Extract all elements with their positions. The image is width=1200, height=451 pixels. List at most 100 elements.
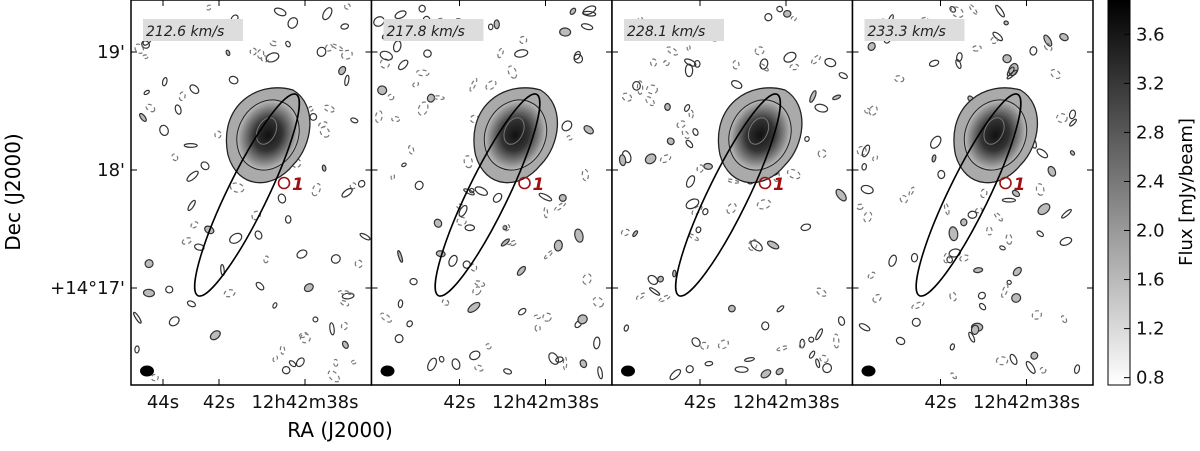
- noise-contour: [867, 42, 876, 51]
- noise-contour: [681, 130, 690, 140]
- noise-contour: [717, 339, 729, 350]
- noise-contour: [387, 93, 395, 101]
- noise-contour: [683, 104, 691, 112]
- noise-contour: [929, 135, 942, 149]
- noise-contour: [509, 240, 517, 247]
- source-label: 1: [773, 175, 785, 195]
- noise-contour: [1031, 310, 1042, 320]
- noise-contour: [1001, 197, 1017, 203]
- noise-contour: [543, 249, 554, 260]
- noise-contour: [473, 280, 486, 287]
- noise-contour: [1025, 360, 1036, 374]
- noise-contour: [815, 287, 827, 297]
- noise-contour: [357, 179, 366, 188]
- noise-contour: [968, 331, 976, 343]
- noise-contour: [409, 277, 418, 286]
- noise-contour: [553, 239, 563, 252]
- noise-contour: [868, 105, 878, 116]
- noise-contour: [322, 7, 333, 21]
- noise-contour: [632, 80, 641, 91]
- x-tick-label: 42s: [684, 392, 716, 413]
- colorbar-tick-label: 2.0: [1136, 221, 1165, 242]
- noise-contour: [554, 202, 566, 212]
- velocity-label: 233.3 km/s: [868, 24, 946, 40]
- noise-contour: [632, 230, 639, 238]
- noise-contour: [474, 186, 489, 196]
- noise-contour: [534, 324, 541, 333]
- y-axis-label: Dec (J2000): [1, 133, 25, 250]
- noise-contour: [380, 312, 392, 323]
- noise-contour: [574, 228, 584, 243]
- noise-contour: [967, 210, 978, 219]
- noise-contour: [776, 345, 789, 352]
- noise-contour: [647, 274, 659, 286]
- noise-contour: [580, 23, 594, 31]
- emission-peak: [747, 117, 770, 145]
- noise-contour: [377, 85, 388, 96]
- noise-contour: [338, 65, 347, 76]
- noise-contour: [864, 107, 871, 114]
- aperture-ellipse: [434, 93, 541, 297]
- x-tick-label: 42s: [443, 392, 475, 413]
- noise-contour: [648, 287, 661, 296]
- noise-contour: [350, 117, 359, 124]
- noise-contour: [390, 173, 396, 180]
- noise-contour: [1059, 236, 1073, 246]
- noise-contour: [516, 265, 527, 276]
- noise-contour: [569, 7, 577, 16]
- noise-contour: [809, 90, 817, 103]
- noise-contour: [726, 202, 737, 215]
- noise-contour: [621, 92, 633, 102]
- colorbar-tick-label: 3.6: [1136, 24, 1165, 45]
- noise-contour: [776, 305, 785, 313]
- noise-contour: [664, 102, 671, 111]
- noise-contour: [562, 356, 568, 371]
- noise-contour: [469, 350, 481, 361]
- noise-contour: [458, 204, 468, 217]
- panel: 1 233.3 km/s 42s 12h42m38s: [851, 0, 1094, 413]
- noise-contour: [285, 40, 291, 48]
- noise-contour: [593, 336, 601, 350]
- noise-contour: [408, 145, 415, 155]
- noise-contour: [1002, 54, 1012, 64]
- noise-contour: [754, 46, 765, 56]
- noise-contour: [214, 130, 222, 139]
- noise-contour: [291, 158, 302, 168]
- noise-contour: [284, 215, 292, 224]
- velocity-label: 212.6 km/s: [146, 24, 224, 40]
- noise-contour: [174, 104, 182, 115]
- noise-contour: [635, 292, 646, 300]
- noise-contour: [272, 302, 278, 309]
- noise-contour: [817, 149, 827, 159]
- noise-contour: [583, 125, 594, 135]
- noise-contour: [986, 226, 993, 236]
- noise-contour: [650, 58, 657, 68]
- y-tick-label: +14°17': [50, 278, 125, 299]
- velocity-label-bg: [383, 19, 484, 41]
- noise-contour: [507, 65, 518, 79]
- colorbar-tick-label: 0.8: [1136, 368, 1165, 389]
- noise-contour: [684, 58, 697, 67]
- noise-contour: [1003, 20, 1009, 26]
- noise-contour: [341, 49, 353, 60]
- noise-contour: [296, 249, 308, 259]
- noise-contour: [254, 230, 263, 240]
- noise-contour: [597, 366, 604, 380]
- noise-contour: [910, 252, 919, 263]
- noise-contour: [657, 275, 664, 283]
- noise-contour: [995, 356, 1009, 366]
- noise-contour: [1012, 266, 1022, 277]
- x-tick-label: 12h42m38s: [251, 392, 358, 413]
- panel: 1 228.1 km/s 42s 12h42m38s: [611, 0, 854, 413]
- noise-contour: [470, 263, 478, 272]
- noise-contour: [303, 283, 314, 293]
- noise-contour: [379, 50, 393, 61]
- noise-contour: [269, 40, 278, 47]
- colorbar: [1107, 0, 1131, 386]
- noise-contour: [312, 316, 319, 323]
- velocity-label-bg: [143, 19, 243, 41]
- noise-contour: [1036, 148, 1049, 159]
- noise-contour: [937, 169, 946, 180]
- noise-contour: [894, 75, 905, 83]
- noise-contour: [684, 63, 694, 78]
